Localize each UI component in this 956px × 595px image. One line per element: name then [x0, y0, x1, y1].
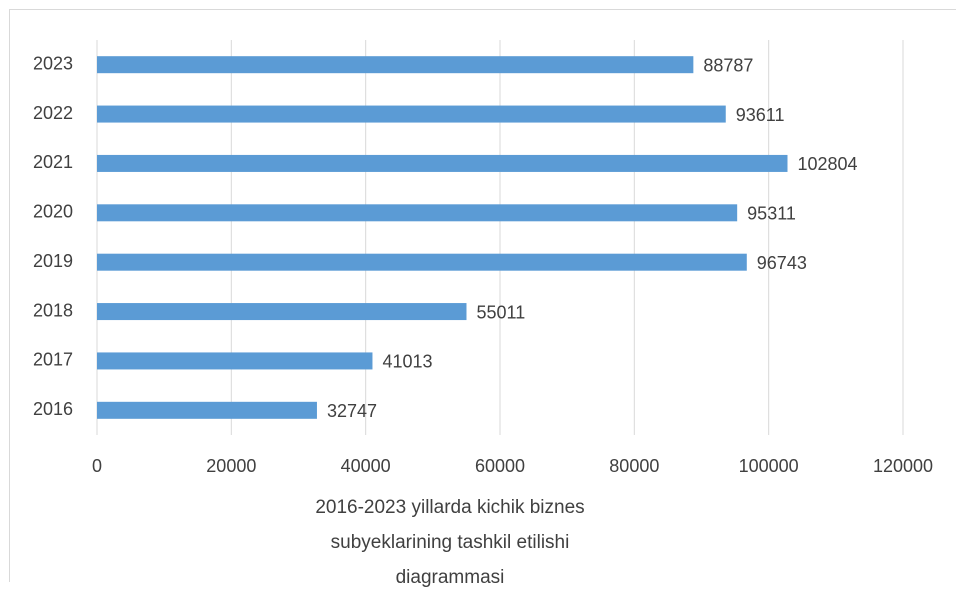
y-tick-label: 2022 [33, 103, 73, 123]
x-tick-label: 60000 [475, 456, 525, 476]
bar [97, 155, 788, 172]
bar [97, 303, 466, 320]
bar [97, 56, 693, 73]
x-axis-title: 2016-2023 yillarda kichik biznes subyekl… [280, 490, 620, 595]
bar [97, 402, 317, 419]
y-tick-label: 2023 [33, 53, 73, 73]
y-tick-label: 2019 [33, 251, 73, 271]
data-label: 96743 [757, 253, 807, 273]
data-label: 95311 [747, 204, 796, 224]
page: {"chart_data": {"type": "barh", "x_label… [0, 0, 956, 582]
y-tick-label: 2018 [33, 300, 73, 320]
x-tick-label: 80000 [609, 456, 659, 476]
y-tick-label: 2021 [33, 152, 73, 172]
data-label: 88787 [703, 55, 753, 75]
bar [97, 254, 747, 271]
bar [97, 106, 726, 123]
x-tick-label: 0 [92, 456, 102, 476]
bar [97, 204, 737, 221]
y-tick-label: 2020 [33, 202, 73, 222]
x-tick-label: 40000 [341, 456, 391, 476]
x-tick-label: 100000 [739, 456, 799, 476]
data-label: 32747 [327, 401, 377, 421]
data-label: 93611 [736, 105, 785, 125]
data-label: 41013 [382, 352, 432, 372]
x-tick-label: 120000 [873, 456, 933, 476]
data-label: 55011 [476, 302, 525, 322]
data-label: 102804 [798, 154, 858, 174]
bar [97, 352, 372, 369]
x-tick-label: 20000 [206, 456, 256, 476]
y-tick-label: 2017 [33, 350, 73, 370]
y-tick-label: 2016 [33, 399, 73, 419]
